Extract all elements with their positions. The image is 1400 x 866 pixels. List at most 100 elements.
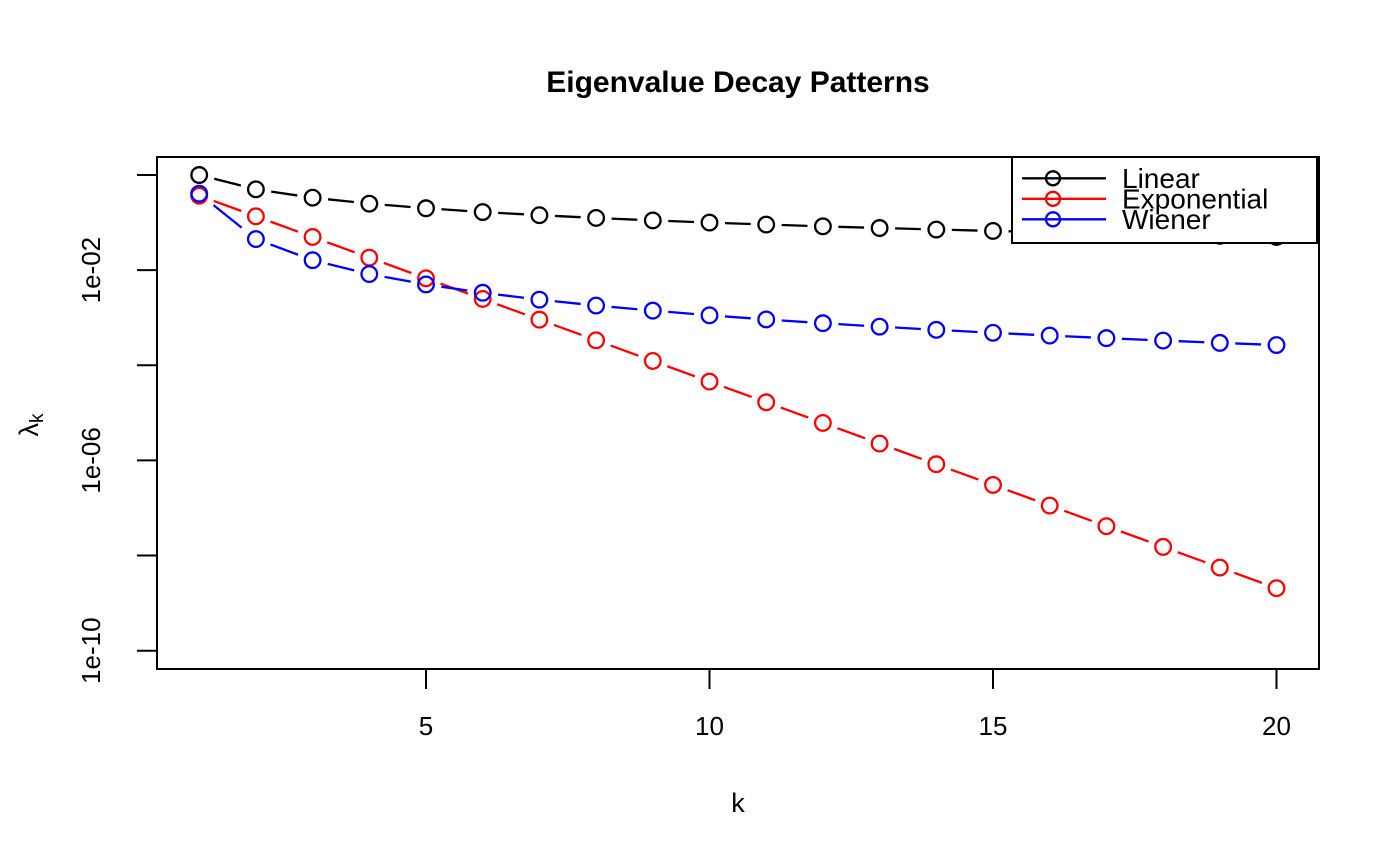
y-axis-label-subscript: k	[27, 413, 48, 423]
series-segment	[212, 204, 243, 229]
series-segment	[666, 365, 696, 378]
data-point-wiener-k4	[360, 265, 379, 284]
series-segment	[1121, 337, 1148, 342]
series-segment	[326, 241, 356, 254]
series-segment	[951, 329, 978, 334]
series-segment	[553, 323, 582, 337]
series-segment	[781, 223, 808, 227]
series-segment	[1177, 551, 1206, 564]
legend-box	[1011, 156, 1318, 244]
series-segment	[610, 344, 639, 357]
series-segment	[441, 208, 468, 213]
data-point-exponential-k13	[870, 434, 889, 453]
data-point-linear-k13	[870, 219, 889, 237]
data-point-wiener-k2	[246, 230, 265, 249]
data-point-exponential-k9	[643, 351, 662, 370]
legend-label-exponential: Exponential	[1122, 183, 1268, 214]
series-segment	[895, 326, 921, 331]
series-segment	[781, 319, 808, 324]
series-segment	[724, 221, 751, 226]
data-point-exponential-k6	[473, 290, 492, 308]
data-point-linear-k8	[587, 209, 606, 227]
series-segment	[271, 190, 298, 197]
data-point-exponential-k18	[1154, 537, 1173, 556]
data-point-wiener-k13	[870, 317, 889, 336]
legend-marker-exponential	[1044, 190, 1062, 207]
series-segment	[384, 275, 411, 283]
data-point-exponential-k20	[1267, 579, 1286, 598]
data-point-wiener-k18	[1154, 331, 1173, 350]
data-point-wiener-k16	[1040, 326, 1059, 345]
series-segment	[496, 303, 526, 316]
data-point-exponential-k3	[303, 228, 322, 246]
x-tick-label: 20	[1262, 711, 1291, 741]
series-segment	[384, 203, 411, 209]
data-point-wiener-k11	[757, 310, 776, 329]
data-point-wiener-k10	[700, 306, 719, 325]
series-segment	[327, 262, 355, 272]
data-point-linear-k5	[417, 199, 435, 218]
series-segment	[1007, 489, 1036, 502]
data-point-wiener-k15	[984, 323, 1002, 342]
data-point-linear-k6	[473, 203, 492, 221]
data-point-exponential-k17	[1097, 517, 1116, 536]
series-segment	[1008, 332, 1035, 336]
series-segment	[611, 217, 638, 221]
data-point-linear-k4	[360, 194, 379, 213]
series-segment	[1178, 340, 1205, 344]
series-segment	[554, 300, 581, 306]
data-point-exponential-k15	[984, 475, 1002, 494]
series-segment	[1235, 342, 1262, 346]
series-segment	[951, 228, 978, 232]
series-layer	[190, 166, 1286, 598]
data-point-wiener-k9	[643, 301, 662, 320]
series-segment	[497, 293, 525, 299]
y-tick-label: 1e-06	[76, 427, 106, 494]
series-segment	[724, 315, 751, 320]
data-point-exponential-k16	[1040, 496, 1059, 515]
series-wiener	[190, 184, 1286, 354]
legend-label-linear: Linear	[1122, 163, 1200, 194]
data-point-exponential-k4	[360, 248, 379, 267]
legend-marker-linear	[1044, 170, 1062, 187]
series-segment	[780, 406, 809, 419]
x-tick-label: 10	[695, 711, 724, 741]
x-tick-label: 15	[979, 711, 1008, 741]
data-point-linear-k15	[984, 221, 1002, 240]
axis-ticks: 5 10 15 20 1e-02 1e-06 1e-10	[76, 174, 1291, 741]
legend-label-wiener: Wiener	[1122, 204, 1211, 235]
data-point-wiener-k19	[1210, 333, 1229, 352]
data-point-exponential-k19	[1210, 558, 1229, 577]
series-segment	[383, 261, 412, 275]
y-axis-label-lambda: λ	[14, 423, 44, 437]
series-segment	[950, 468, 979, 481]
data-point-wiener-k8	[587, 296, 606, 315]
series-segment	[838, 323, 865, 327]
data-point-linear-k9	[643, 211, 662, 230]
legend-marker-wiener	[1044, 211, 1062, 228]
series-segment	[213, 199, 242, 213]
x-tick-label: 5	[419, 711, 433, 741]
series-segment	[270, 220, 299, 233]
x-axis-label: k	[731, 788, 745, 818]
data-point-wiener-k1	[190, 184, 209, 203]
data-point-exponential-k10	[700, 372, 719, 391]
series-segment	[838, 225, 865, 229]
data-point-wiener-k12	[813, 314, 832, 333]
series-segment	[270, 243, 299, 256]
chart-title: Eigenvalue Decay Patterns	[546, 66, 930, 99]
series-segment	[498, 211, 524, 216]
series-segment	[1120, 530, 1149, 543]
y-tick-label: 1e-02	[76, 237, 106, 304]
series-segment	[554, 214, 581, 219]
data-point-wiener-k17	[1097, 329, 1116, 348]
data-point-linear-k10	[700, 213, 719, 232]
data-point-wiener-k20	[1267, 336, 1286, 354]
series-segment	[668, 219, 695, 224]
data-point-exponential-k8	[587, 331, 606, 350]
data-point-linear-k1	[190, 166, 209, 184]
series-segment	[213, 177, 242, 187]
series-segment	[441, 285, 468, 292]
